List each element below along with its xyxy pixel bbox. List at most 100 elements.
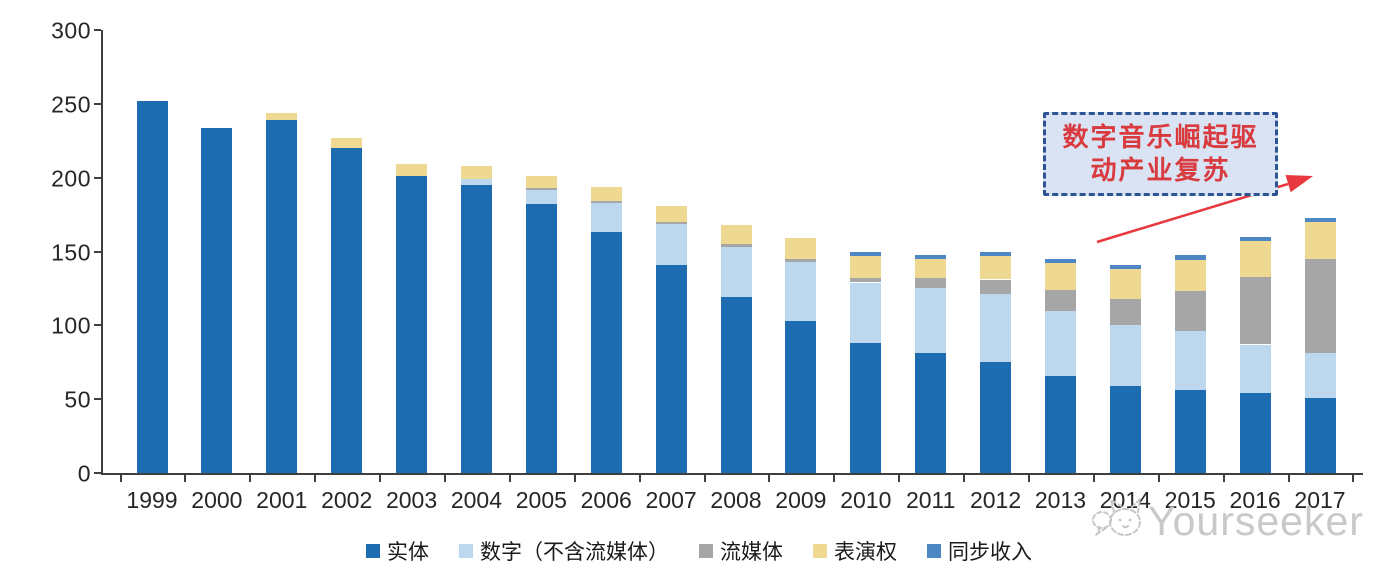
bar-segment-1999-s0	[136, 100, 168, 473]
bar-segment-2004-s0	[460, 185, 492, 473]
bar-segment-2011-s2	[915, 278, 947, 289]
bar-segment-2017-s0	[1304, 397, 1336, 473]
bar-segment-2005-s2	[525, 188, 557, 190]
bar-segment-2009-s3	[785, 238, 817, 259]
x-axis-tick	[638, 475, 641, 482]
bar-segment-2004-s1	[460, 179, 492, 185]
bar-segment-2015-s0	[1174, 390, 1206, 473]
bar-segment-2017-s3	[1304, 222, 1336, 259]
bar-segment-2017-s4	[1304, 217, 1336, 222]
x-axis-label-2017: 2017	[1294, 487, 1346, 513]
bar-segment-2005-s3	[525, 176, 557, 188]
bar-segment-2006-s1	[590, 202, 622, 233]
x-axis-label-1999: 1999	[126, 487, 178, 513]
x-axis-label-2003: 2003	[385, 487, 438, 513]
legend-label: 实体	[387, 541, 429, 564]
bar-segment-2007-s3	[655, 205, 687, 222]
x-axis-tick	[119, 475, 122, 482]
bar-segment-2007-s0	[655, 264, 687, 473]
annotation-text-line-2: 动产业复苏	[1090, 155, 1231, 185]
bar-segment-2012-s3	[980, 255, 1012, 280]
x-axis-label-2008: 2008	[710, 487, 762, 513]
x-axis-tick	[314, 475, 317, 482]
legend-swatch-icon	[366, 544, 380, 558]
x-axis-label-2011: 2011	[905, 487, 956, 513]
x-axis-tick	[833, 475, 836, 482]
legend-label: 流媒体	[720, 541, 783, 564]
bar-segment-2008-s3	[720, 224, 752, 245]
y-axis-tick	[94, 398, 101, 401]
bar-segment-2006-s2	[590, 201, 622, 203]
bar-segment-2009-s2	[785, 258, 817, 262]
y-axis-label: 200	[51, 165, 91, 192]
y-axis-tick	[94, 250, 101, 253]
x-axis-label-2013: 2013	[1034, 487, 1087, 513]
x-axis-tick	[1092, 475, 1095, 482]
bar-segment-2008-s1	[720, 247, 752, 298]
bar-segment-2002-s3	[331, 137, 363, 149]
bar-segment-2009-s1	[785, 261, 817, 321]
x-axis-tick	[508, 475, 511, 482]
bar-segment-2014-s1	[1109, 325, 1141, 386]
x-axis-label-2004: 2004	[450, 487, 503, 513]
bar-segment-2009-s0	[785, 320, 817, 473]
annotation-text-line-1: 数字音乐崛起驱	[1062, 122, 1259, 152]
bar-segment-2013-s2	[1045, 289, 1076, 311]
bar-segment-2003-s0	[396, 176, 428, 473]
x-axis-label-2006: 2006	[580, 487, 632, 513]
bar-segment-2012-s0	[980, 362, 1012, 474]
bar-segment-2016-s2	[1239, 276, 1271, 345]
bar-segment-2010-s1	[850, 282, 882, 343]
y-axis-label: 100	[51, 312, 91, 339]
x-axis-tick	[379, 475, 382, 482]
x-axis-tick	[249, 475, 252, 482]
bar-segment-2004-s3	[460, 165, 492, 180]
x-axis-label-2009: 2009	[775, 487, 827, 513]
bar-segment-2007-s2	[655, 222, 687, 224]
bar-segment-2003-s3	[396, 164, 428, 177]
bar-segment-2011-s4	[915, 254, 947, 259]
legend-item-2: 流媒体	[699, 536, 783, 566]
bar-segment-2000-s0	[201, 127, 233, 473]
x-axis-tick	[963, 475, 966, 482]
x-axis-tick	[1157, 475, 1160, 482]
bar-segment-2007-s1	[655, 223, 687, 265]
bar-segment-2010-s2	[850, 278, 882, 283]
legend-label: 数字（不含流媒体）	[480, 541, 669, 564]
legend-label: 同步收入	[948, 541, 1032, 564]
bar-segment-2011-s1	[915, 288, 947, 354]
yourseeker-logo-icon	[1092, 496, 1142, 537]
x-axis-label-2005: 2005	[515, 487, 567, 513]
bar-segment-2013-s1	[1045, 310, 1076, 376]
x-axis-tick	[1287, 475, 1290, 482]
bar-segment-2012-s1	[980, 294, 1012, 363]
y-axis-label: 300	[51, 17, 91, 44]
watermark-text: Yourseeker	[1148, 498, 1364, 544]
legend-swatch-icon	[813, 544, 827, 558]
x-axis-tick	[1028, 475, 1030, 482]
x-axis-tick	[768, 475, 771, 482]
bar-segment-2005-s1	[525, 189, 557, 205]
x-axis-line	[101, 473, 1363, 475]
bar-segment-2014-s4	[1109, 264, 1141, 270]
y-axis-tick	[94, 324, 101, 327]
y-axis-label: 50	[64, 386, 91, 413]
bar-segment-2001-s3	[266, 112, 298, 121]
bar-segment-2016-s0	[1239, 393, 1271, 473]
bar-segment-2016-s1	[1239, 344, 1271, 394]
y-axis-label: 250	[51, 91, 91, 118]
bar-segment-2013-s3	[1045, 263, 1076, 290]
bar-segment-2010-s0	[850, 343, 882, 473]
bar-segment-2017-s1	[1304, 353, 1336, 398]
bar-segment-2011-s3	[915, 258, 947, 279]
chart-legend: 实体 数字（不含流媒体） 流媒体 表演权 同步收入	[366, 536, 1032, 566]
legend-swatch-icon	[927, 544, 941, 558]
x-axis-label-2002: 2002	[321, 487, 373, 513]
legend-item-1: 数字（不含流媒体）	[459, 536, 669, 566]
legend-item-0: 实体	[366, 536, 429, 566]
bar-segment-2016-s4	[1239, 236, 1271, 242]
y-axis-label: 150	[51, 239, 91, 265]
bar-segment-2015-s2	[1174, 291, 1206, 332]
bar-segment-2014-s3	[1109, 269, 1141, 299]
